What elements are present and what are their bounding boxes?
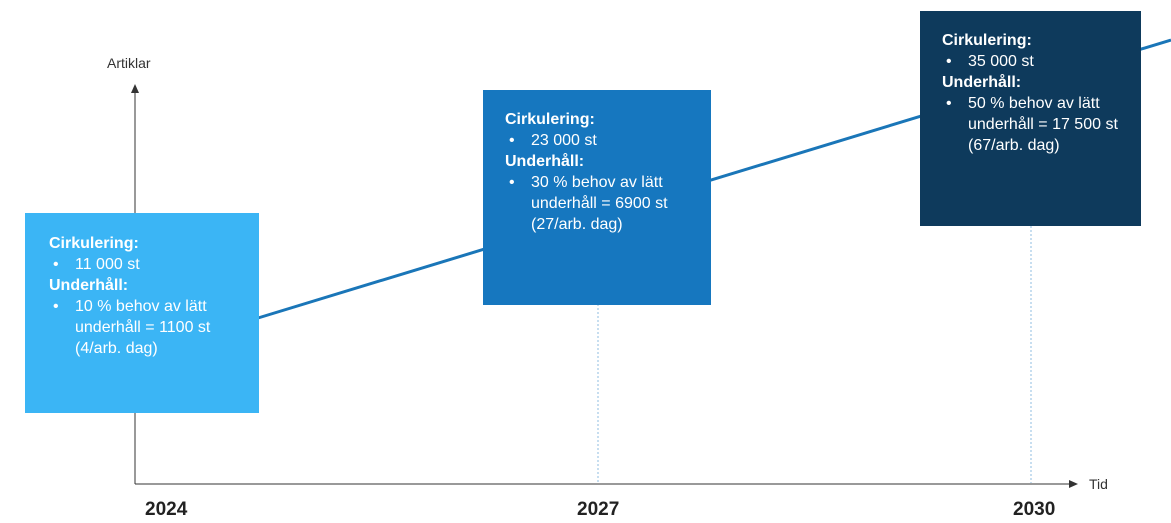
card-heading-maintenance: Underhåll: — [942, 74, 1022, 91]
card-bullet-maintenance: 10 % behov av lätt underhåll = 1100 st (… — [49, 296, 245, 359]
milestone-card-2027: Cirkulering: 23 000 st Underhåll: 30 % b… — [483, 90, 711, 305]
year-label-2024: 2024 — [145, 499, 188, 520]
milestone-card-2030: Cirkulering: 35 000 st Underhåll: 50 % b… — [920, 11, 1141, 226]
x-axis-label: Tid — [1089, 476, 1108, 492]
year-label-2030: 2030 — [1013, 499, 1056, 520]
card-heading-maintenance: Underhåll: — [49, 277, 129, 294]
card-heading-circulation: Cirkulering: — [942, 32, 1032, 49]
card-bullet-circulation: 11 000 st — [49, 254, 249, 275]
y-axis-arrow-icon — [131, 84, 139, 93]
card-heading-maintenance: Underhåll: — [505, 153, 585, 170]
card-bullet-circulation: 23 000 st — [505, 130, 701, 151]
card-bullet-maintenance: 30 % behov av lätt underhåll = 6900 st (… — [505, 172, 691, 235]
y-axis-label: Artiklar — [107, 55, 151, 71]
card-heading-circulation: Cirkulering: — [505, 111, 595, 128]
card-bullet-circulation: 35 000 st — [942, 51, 1131, 72]
milestone-card-2024: Cirkulering: 11 000 st Underhåll: 10 % b… — [25, 213, 259, 413]
year-label-2027: 2027 — [577, 499, 620, 520]
card-heading-circulation: Cirkulering: — [49, 235, 139, 252]
x-axis-arrow-icon — [1069, 480, 1078, 488]
card-bullet-maintenance: 50 % behov av lätt underhåll = 17 500 st… — [942, 93, 1118, 156]
